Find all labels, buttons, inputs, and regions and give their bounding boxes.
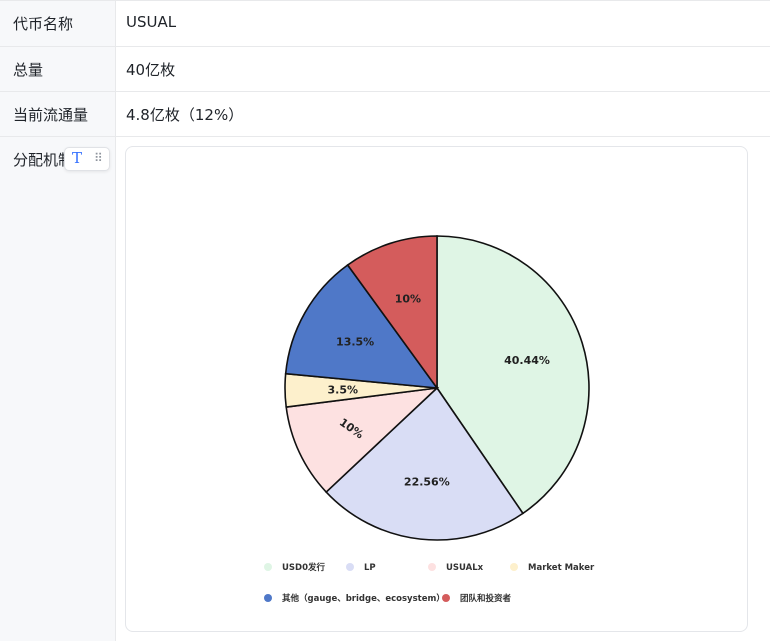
table-row: 当前流通量 4.8亿枚（12%） bbox=[0, 91, 770, 136]
row-label-cell: 当前流通量 bbox=[0, 92, 116, 136]
row-label: 总量 bbox=[13, 61, 44, 79]
pie-slice[interactable] bbox=[346, 235, 438, 391]
legend-label[interactable]: LP bbox=[364, 563, 376, 573]
legend-label[interactable]: 其他（gauge、bridge、ecosystem） bbox=[282, 593, 445, 604]
chart-card[interactable]: 40.44% 22.56% 10% 3.5% 13.5% 10% USD0发行 LP USUAL… bbox=[125, 146, 748, 632]
pie-slice[interactable] bbox=[436, 235, 590, 515]
slice-data-label: 3.5% bbox=[328, 383, 359, 396]
row-value: 40亿枚 bbox=[126, 61, 176, 79]
table-row: 代币名称 USUAL bbox=[0, 0, 770, 46]
drag-handle-icon[interactable]: ⠿ bbox=[94, 151, 103, 165]
pie-slice[interactable] bbox=[325, 386, 525, 541]
row-label-cell: 代币名称 bbox=[0, 1, 116, 46]
row-label-cell: 分配机制 T ⠿ bbox=[0, 137, 116, 641]
slice-data-label: 13.5% bbox=[336, 335, 374, 348]
row-label: 当前流通量 bbox=[13, 106, 89, 124]
legend-marker bbox=[510, 563, 518, 571]
row-label: 分配机制 bbox=[13, 151, 74, 169]
pie-chart: 40.44%22.56%10%3.5%13.5%10%USD0发行 LP USUAL… bbox=[264, 235, 595, 604]
row-label: 代币名称 bbox=[13, 15, 74, 33]
slice-data-label: 40.44% bbox=[504, 354, 550, 367]
legend-label[interactable]: 团队和投资者 bbox=[460, 593, 512, 604]
table-row: 总量 40亿枚 bbox=[0, 46, 770, 91]
slice-data-label: 22.56% bbox=[404, 476, 450, 489]
legend-marker bbox=[264, 563, 272, 571]
slice-data-label: 10% bbox=[395, 292, 421, 305]
table-row: 分配机制 T ⠿ bbox=[0, 136, 770, 641]
legend-marker bbox=[428, 563, 436, 571]
legend-marker bbox=[346, 563, 354, 571]
legend-label[interactable]: Market Maker bbox=[528, 563, 595, 573]
legend-label[interactable]: USUALx bbox=[446, 563, 484, 573]
text-format-icon[interactable]: T bbox=[72, 149, 83, 167]
legend-marker bbox=[442, 594, 450, 602]
legend-label[interactable]: USD0发行 bbox=[282, 562, 325, 573]
row-value: 4.8亿枚（12%） bbox=[126, 106, 244, 124]
row-label-cell: 总量 bbox=[0, 47, 116, 91]
legend-marker bbox=[264, 594, 272, 602]
row-value: USUAL bbox=[126, 13, 177, 31]
block-toolbar[interactable]: T ⠿ bbox=[64, 147, 110, 171]
pie-slice[interactable] bbox=[284, 263, 439, 389]
pie-slice[interactable] bbox=[285, 386, 440, 494]
